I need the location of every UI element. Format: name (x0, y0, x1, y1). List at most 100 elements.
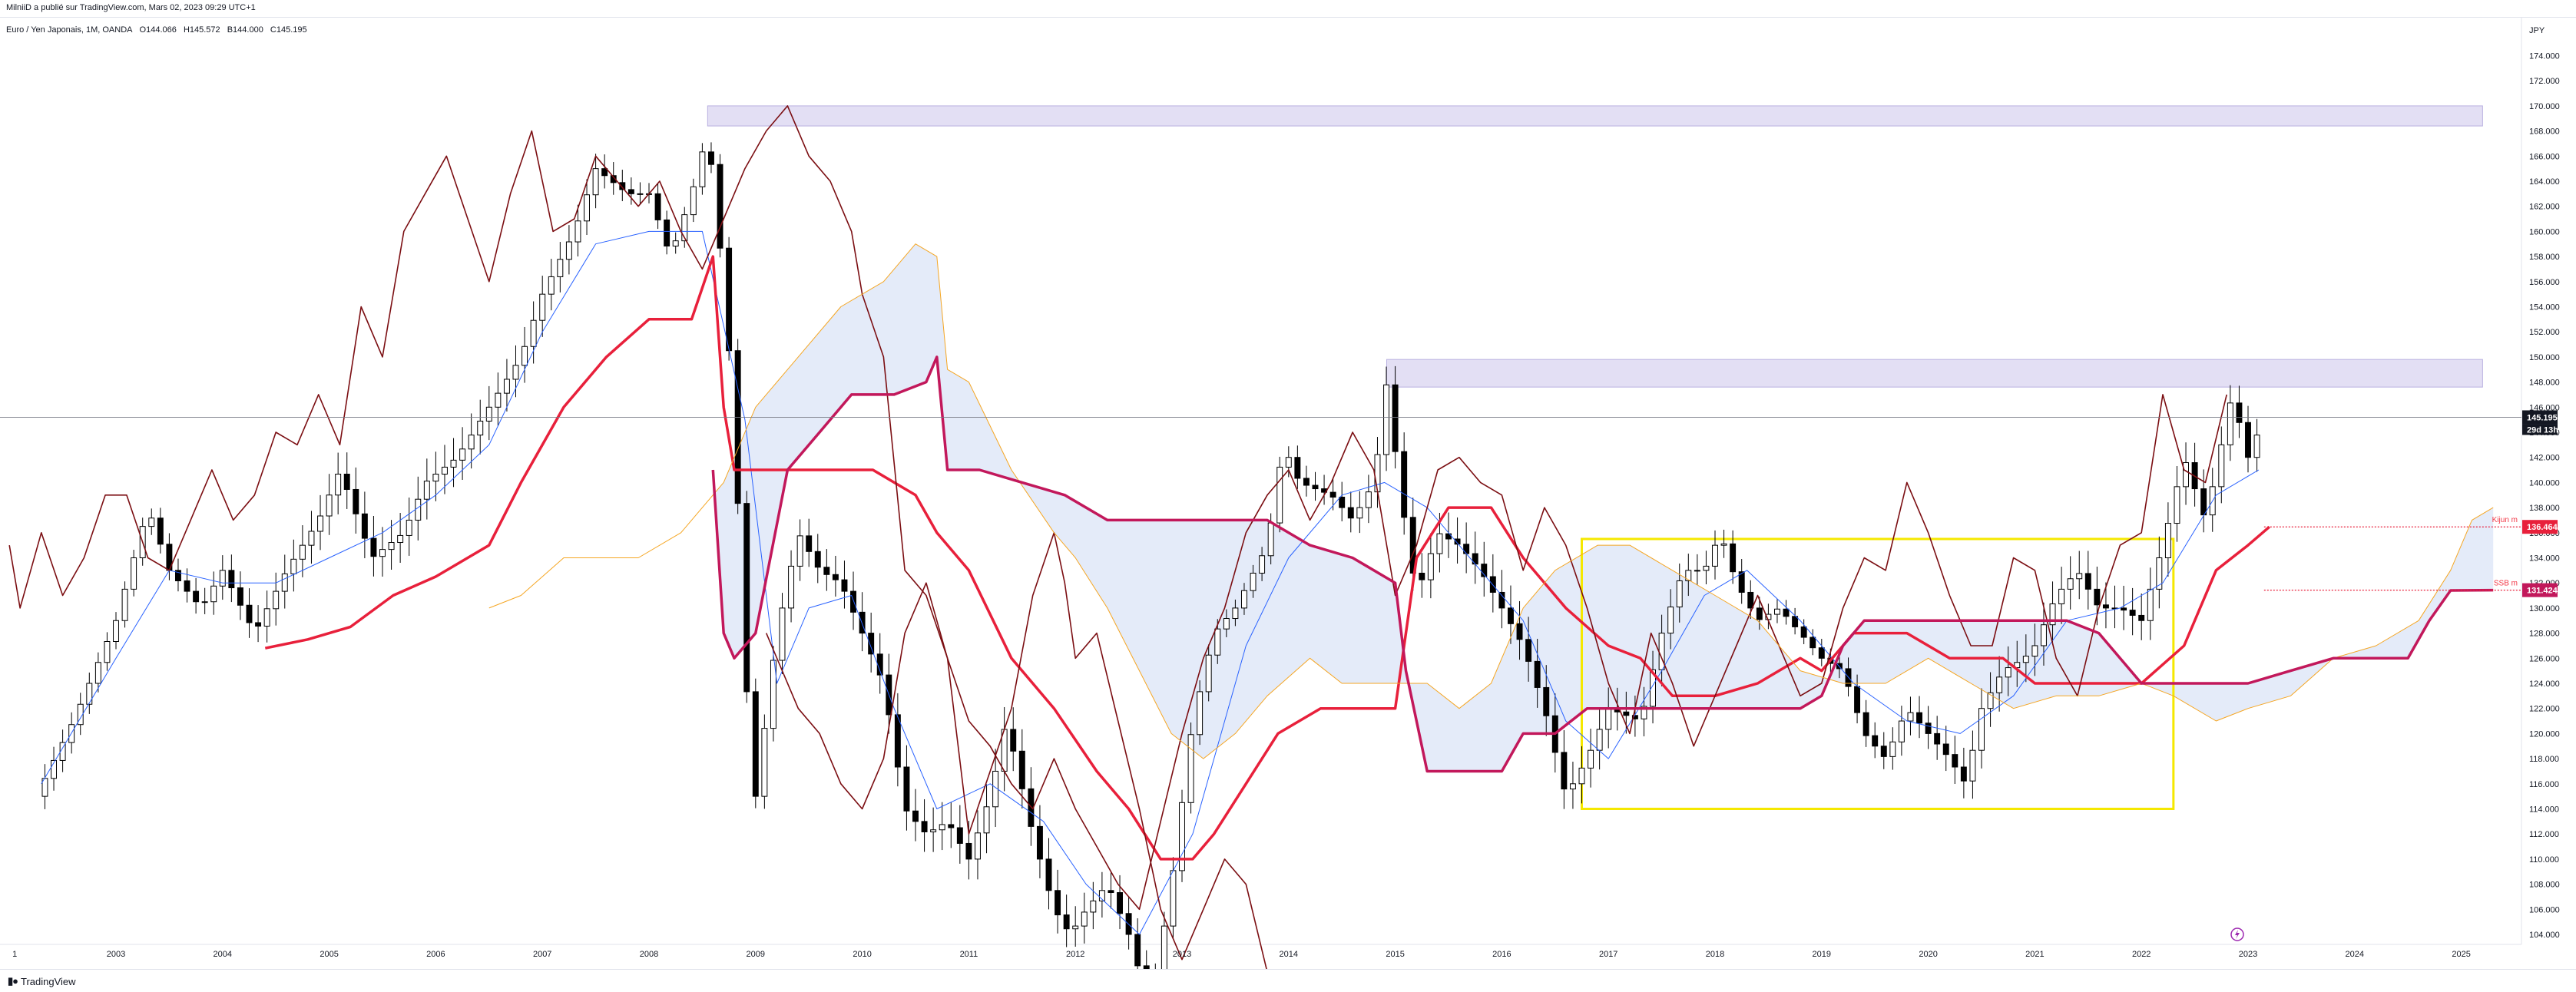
candle-body (1667, 607, 1674, 634)
price-tick-label: 130.000 (2529, 604, 2560, 613)
ssb-tag (2522, 583, 2558, 597)
candle-body (2236, 402, 2243, 423)
price-tick-label: 142.000 (2529, 454, 2560, 463)
candle-body (1223, 618, 1230, 630)
candle-body (121, 588, 128, 621)
candle-body (290, 558, 297, 574)
time-tick-label: 2024 (2346, 950, 2364, 959)
candle-body (788, 565, 795, 609)
candle-body (2084, 573, 2091, 590)
time-tick-label: 2019 (1813, 950, 1831, 959)
candle-body (1250, 572, 1257, 591)
candle-body (1907, 712, 1914, 722)
candle-body (1312, 484, 1319, 490)
candle-body (1641, 706, 1647, 719)
time-tick-label: 2016 (1492, 950, 1511, 959)
ichimoku-cloud (713, 243, 2494, 772)
candle-body (1623, 711, 1630, 716)
time-tick-label: 2005 (320, 950, 338, 959)
candle-body (557, 259, 564, 277)
candle-body (353, 488, 359, 514)
time-tick-label: 2023 (2239, 950, 2257, 959)
candle-body (281, 573, 288, 592)
candle-body (131, 557, 137, 590)
chart-canvas[interactable]: JPY 104.000106.000108.000110.000112.0001… (0, 0, 2576, 969)
candle-body (1880, 746, 1887, 757)
resistance-zones (707, 105, 2483, 388)
candle-body (1978, 708, 1985, 751)
candle-body (1187, 734, 1194, 803)
time-tick-label: 2006 (426, 950, 445, 959)
time-tick-label: 2018 (1706, 950, 1724, 959)
candle-body (565, 241, 572, 260)
tradingview-brand[interactable]: ▮● TradingView (8, 975, 76, 987)
candle-body (2147, 588, 2154, 621)
candle-body (1090, 900, 1097, 913)
price-tick-label: 166.000 (2529, 152, 2560, 161)
candle-body (1179, 802, 1185, 871)
line-chikou (8, 105, 1267, 969)
candle-body (1730, 543, 1737, 573)
candle-body (530, 319, 537, 347)
line-chikou-2 (765, 394, 2227, 911)
brand-name: TradingView (21, 975, 76, 987)
candle-body (2245, 422, 2251, 458)
candle-body (734, 350, 741, 504)
candle-body (2218, 444, 2225, 488)
candle-body (921, 821, 928, 832)
candle-body (397, 534, 404, 544)
candle-body (1996, 676, 2003, 693)
candle-body (1063, 914, 1070, 930)
candle-body (1783, 608, 1790, 617)
candle-body (868, 633, 875, 655)
candle-body (770, 660, 776, 729)
candle-body (1720, 543, 1727, 546)
price-tick-label: 110.000 (2529, 855, 2559, 865)
candle-body (1650, 669, 1657, 707)
symbol-legend[interactable]: Euro / Yen Japonais, 1M, OANDA O144.066 … (6, 25, 312, 35)
currency-label: JPY (2529, 26, 2545, 35)
top-bar: MilniiD a publié sur TradingView.com, Ma… (0, 0, 2576, 18)
price-axis[interactable]: 104.000 106.000 108.000 110.000 112.000 114.0… (2529, 52, 2560, 941)
candle-body (548, 276, 555, 295)
time-tick-label: 2021 (2025, 950, 2044, 959)
indicator-lines (0, 105, 2521, 969)
candle-body (1889, 741, 1896, 757)
candle-body (2031, 645, 2038, 657)
candle-body (1134, 934, 1141, 967)
candle-body (1605, 708, 1612, 730)
symbol-name[interactable]: Euro / Yen Japonais, 1M, OANDA (6, 25, 133, 35)
price-tick-label: 106.000 (2529, 905, 2560, 914)
price-tick-label: 134.000 (2529, 554, 2560, 564)
candle-body (912, 810, 919, 822)
candle-body (707, 151, 714, 165)
candle-body (726, 247, 733, 352)
time-axis[interactable]: 1 2003 2004 2005 2006 2007 2008 2009 2010 2011 201… (12, 950, 2471, 959)
candle-body (983, 806, 990, 834)
candle-body (1374, 454, 1381, 493)
candle-body (850, 590, 857, 613)
time-tick-label: 2008 (640, 950, 658, 959)
bolt-icon[interactable] (2230, 928, 2244, 941)
price-tick-label: 116.000 (2529, 780, 2559, 789)
price-tick-label: 162.000 (2529, 203, 2560, 212)
price-tick-label: 114.000 (2529, 805, 2559, 815)
time-tick-label: 2007 (533, 950, 551, 959)
candle-body (503, 379, 510, 394)
price-tick-label: 170.000 (2529, 102, 2560, 111)
candle-body (1703, 565, 1710, 571)
candle-body (184, 580, 190, 592)
candle-body (1010, 729, 1017, 752)
price-tick-label: 154.000 (2529, 303, 2560, 312)
candle-body (343, 474, 350, 490)
candle-body (1596, 729, 1603, 751)
price-tick-label: 120.000 (2529, 729, 2560, 739)
candle-body (1916, 712, 1923, 724)
candle-body (1339, 496, 1346, 508)
tradingview-logo-icon: ▮● (8, 975, 18, 987)
candle-body (2253, 435, 2260, 458)
candle-body (379, 549, 386, 557)
candle-body (1854, 686, 1861, 713)
candle-body (1454, 538, 1461, 545)
candle-body (1569, 783, 1576, 790)
